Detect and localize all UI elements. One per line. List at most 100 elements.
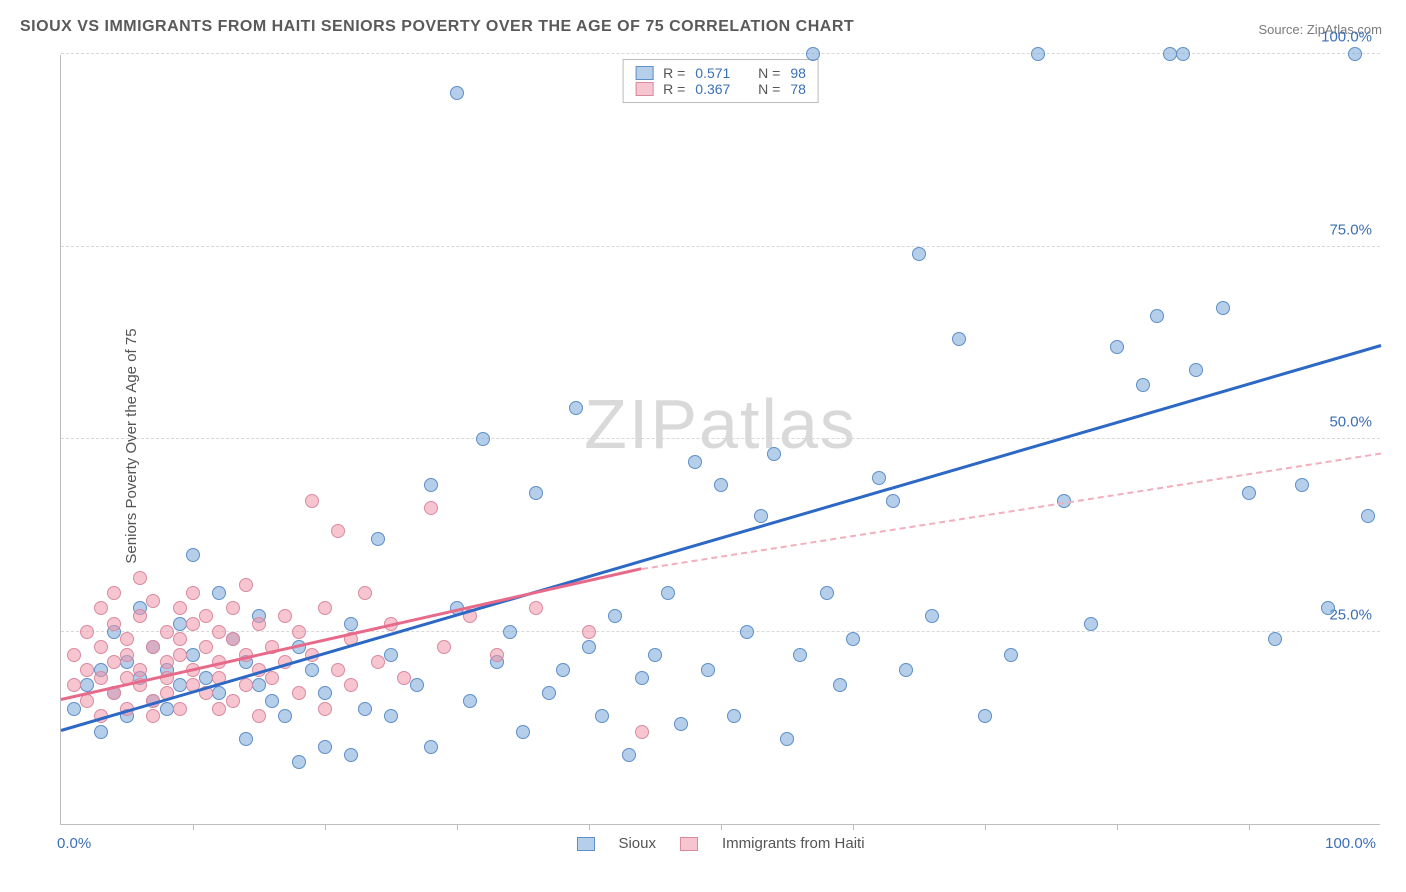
data-point-haiti — [94, 671, 108, 685]
data-point-haiti — [292, 625, 306, 639]
data-point-sioux — [661, 586, 675, 600]
x-tick — [589, 824, 590, 830]
data-point-sioux — [239, 732, 253, 746]
data-point-haiti — [437, 640, 451, 654]
data-point-sioux — [556, 663, 570, 677]
data-point-sioux — [872, 471, 886, 485]
data-point-haiti — [424, 501, 438, 515]
data-point-sioux — [833, 678, 847, 692]
data-point-sioux — [1163, 47, 1177, 61]
data-point-haiti — [146, 594, 160, 608]
data-point-haiti — [239, 678, 253, 692]
data-point-haiti — [371, 655, 385, 669]
y-tick-label: 25.0% — [1329, 606, 1372, 623]
data-point-sioux — [635, 671, 649, 685]
data-point-sioux — [1110, 340, 1124, 354]
data-point-sioux — [1216, 301, 1230, 315]
data-point-haiti — [173, 601, 187, 615]
data-point-sioux — [1004, 648, 1018, 662]
data-point-sioux — [1176, 47, 1190, 61]
data-point-sioux — [542, 686, 556, 700]
data-point-sioux — [1268, 632, 1282, 646]
x-tick — [325, 824, 326, 830]
data-point-haiti — [318, 601, 332, 615]
x-tick — [1117, 824, 1118, 830]
series-legend: Sioux Immigrants from Haiti — [576, 835, 864, 852]
data-point-haiti — [173, 702, 187, 716]
data-point-sioux — [410, 678, 424, 692]
data-point-sioux — [503, 625, 517, 639]
data-point-haiti — [226, 632, 240, 646]
data-point-haiti — [94, 640, 108, 654]
data-point-sioux — [186, 548, 200, 562]
gridline — [61, 246, 1380, 247]
data-point-haiti — [107, 586, 121, 600]
data-point-sioux — [450, 86, 464, 100]
data-point-haiti — [199, 640, 213, 654]
data-point-haiti — [252, 617, 266, 631]
watermark-text: ZIPatlas — [584, 384, 857, 464]
data-point-haiti — [107, 655, 121, 669]
data-point-sioux — [740, 625, 754, 639]
correlation-legend: R = 0.571 N = 98 R = 0.367 N = 78 — [622, 59, 819, 103]
data-point-sioux — [160, 702, 174, 716]
data-point-sioux — [318, 686, 332, 700]
data-point-sioux — [648, 648, 662, 662]
data-point-sioux — [1348, 47, 1362, 61]
data-point-sioux — [516, 725, 530, 739]
data-point-haiti — [107, 617, 121, 631]
data-point-haiti — [160, 625, 174, 639]
data-point-sioux — [1361, 509, 1375, 523]
data-point-sioux — [384, 709, 398, 723]
data-point-haiti — [239, 578, 253, 592]
y-tick-label: 50.0% — [1329, 414, 1372, 431]
data-point-sioux — [886, 494, 900, 508]
data-point-haiti — [212, 625, 226, 639]
data-point-sioux — [318, 740, 332, 754]
data-point-haiti — [199, 609, 213, 623]
data-point-haiti — [173, 648, 187, 662]
data-point-sioux — [212, 686, 226, 700]
data-point-haiti — [226, 601, 240, 615]
r-prefix: R = — [663, 81, 685, 97]
data-point-sioux — [344, 617, 358, 631]
data-point-sioux — [212, 586, 226, 600]
data-point-sioux — [846, 632, 860, 646]
data-point-sioux — [463, 694, 477, 708]
data-point-haiti — [146, 709, 160, 723]
data-point-sioux — [1321, 601, 1335, 615]
data-point-haiti — [133, 609, 147, 623]
gridline — [61, 438, 1380, 439]
data-point-sioux — [793, 648, 807, 662]
data-point-haiti — [133, 571, 147, 585]
n-prefix: N = — [758, 81, 780, 97]
data-point-sioux — [424, 740, 438, 754]
trend-line — [61, 344, 1382, 732]
data-point-sioux — [780, 732, 794, 746]
data-point-sioux — [199, 671, 213, 685]
data-point-sioux — [371, 532, 385, 546]
data-point-sioux — [305, 663, 319, 677]
y-tick-label: 100.0% — [1321, 29, 1372, 46]
data-point-sioux — [582, 640, 596, 654]
data-point-haiti — [120, 632, 134, 646]
data-point-haiti — [146, 640, 160, 654]
data-point-sioux — [820, 586, 834, 600]
data-point-sioux — [278, 709, 292, 723]
trend-line — [642, 452, 1381, 569]
data-point-sioux — [688, 455, 702, 469]
data-point-sioux — [424, 478, 438, 492]
r-value-sioux: 0.571 — [695, 65, 730, 81]
data-point-sioux — [67, 702, 81, 716]
data-point-haiti — [331, 524, 345, 538]
data-point-sioux — [1242, 486, 1256, 500]
data-point-sioux — [925, 609, 939, 623]
x-tick — [985, 824, 986, 830]
data-point-sioux — [701, 663, 715, 677]
data-point-sioux — [727, 709, 741, 723]
data-point-haiti — [94, 601, 108, 615]
data-point-haiti — [226, 694, 240, 708]
data-point-sioux — [1295, 478, 1309, 492]
data-point-haiti — [635, 725, 649, 739]
data-point-sioux — [292, 755, 306, 769]
